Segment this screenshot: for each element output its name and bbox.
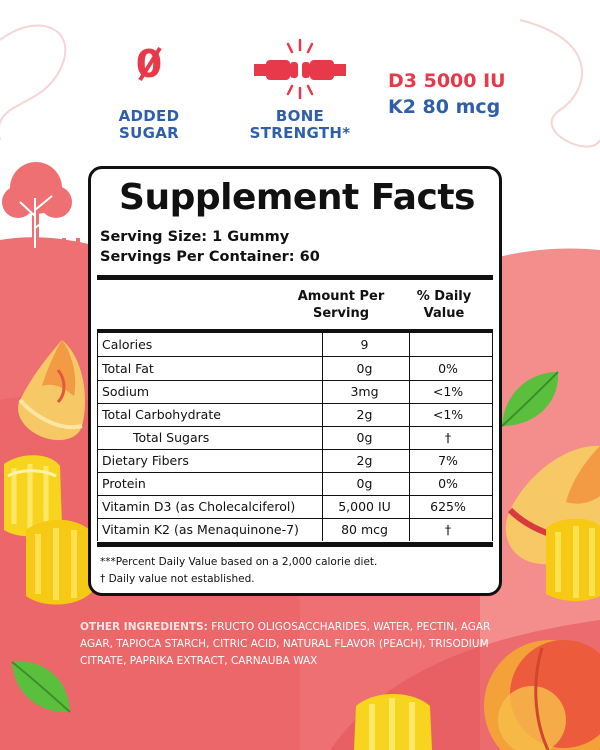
row-dv: 0% [438,476,458,491]
facts-row: Sodium 3mg <1% [97,380,493,404]
row-dv: <1% [432,407,464,422]
strength-label: STRENGTH* [249,124,351,142]
row-name: Protein [102,476,146,491]
thick-rule-top [97,275,493,280]
gummy-bottom [354,694,432,750]
gummy-left-2 [26,519,92,605]
row-amount: 3mg [350,384,379,399]
serving-size: Serving Size: 1 Gummy [100,229,290,245]
whole-peach [484,640,600,750]
row-name: Dietary Fibers [102,453,189,468]
row-dv: 7% [438,453,458,468]
row-name: Vitamin K2 (as Menaquinone-7) [102,522,299,537]
facts-row: Dietary Fibers 2g 7% [97,449,493,473]
footnote-daily-value: ***Percent Daily Value based on a 2,000 … [100,556,378,568]
facts-row: Protein 0g 0% [97,472,493,496]
row-name: Total Carbohydrate [102,407,221,422]
table-border-left [97,333,98,541]
dosage-block: D3 5000 IU K2 80 mcg [388,68,506,120]
row-dv: † [444,522,452,537]
amount-header-line2: Serving [312,306,370,321]
row-name: Sodium [102,384,150,399]
facts-row: Total Sugars 0g † [97,426,493,450]
peach-slice-left [18,340,86,441]
row-name: Total Sugars [133,430,210,445]
column-divider-dv [409,333,410,541]
gummy-right [546,518,600,602]
row-amount: 0g [356,476,373,491]
other-ingredients: OTHER INGREDIENTS: FRUCTO OLIGOSACCHARID… [80,619,505,670]
leaf-left [11,661,71,713]
thick-rule-header [97,329,493,333]
added-label: ADDED [118,107,180,125]
row-amount: 2g [356,407,373,422]
facts-row: Vitamin K2 (as Menaquinone-7) 80 mcg † [97,518,493,541]
row-dv: <1% [432,384,464,399]
row-amount: 0g [356,430,373,445]
sugar-label: SUGAR [119,124,179,142]
table-border-right [492,333,493,541]
panel-title: Supplement Facts [119,177,475,218]
row-amount: 0g [356,361,373,376]
d3-dose: D3 5000 IU [388,70,506,92]
row-amount: 5,000 IU [338,499,391,514]
bone-strength-badge: BONE STRENGTH* [240,38,360,142]
tree-illustration [2,162,82,264]
row-dv: † [444,430,452,445]
row-amount: 80 mcg [341,522,388,537]
thick-rule-bottom [97,542,493,547]
row-dv: 625% [430,499,466,514]
column-divider-amount [322,333,323,541]
row-dv: 0% [438,361,458,376]
row-name: Vitamin D3 (as Cholecalciferol) [102,499,296,514]
dv-header: % Daily Value [405,288,483,322]
amount-header-line1: Amount Per [297,289,385,304]
facts-row: Total Carbohydrate 2g <1% [97,403,493,427]
row-name: Total Fat [102,361,154,376]
footnote-not-established: † Daily value not established. [100,573,255,585]
row-name: Calories [102,337,153,352]
row-amount: 2g [356,453,373,468]
servings-per-container: Servings Per Container: 60 [100,249,320,265]
supplement-facts-panel: Supplement Facts Serving Size: 1 Gummy S… [88,166,502,596]
k2-dose: K2 80 mcg [388,96,501,118]
row-amount: 9 [360,337,369,352]
fists-icon [254,38,346,100]
dv-header-line1: % Daily [416,289,472,304]
facts-row: Vitamin D3 (as Cholecalciferol) 5,000 IU 6… [97,495,493,519]
facts-row: Total Fat 0g 0% [97,357,493,381]
ingredients-label: OTHER INGREDIENTS: [80,621,208,633]
zero-sugar-badge: 0 ADDED SUGAR [108,44,190,142]
slash-mark-icon [138,46,162,82]
ingredients-text: FRUCTO OLIGOSACCHARIDES, WATER, PECTIN, … [80,621,491,667]
gummy-left-1 [4,455,62,537]
facts-row: Calories 9 [97,333,493,357]
amount-header: Amount Per Serving [287,288,395,322]
leaf-right [501,371,559,427]
dv-header-line2: Value [423,306,465,321]
bone-label: BONE [275,107,325,125]
